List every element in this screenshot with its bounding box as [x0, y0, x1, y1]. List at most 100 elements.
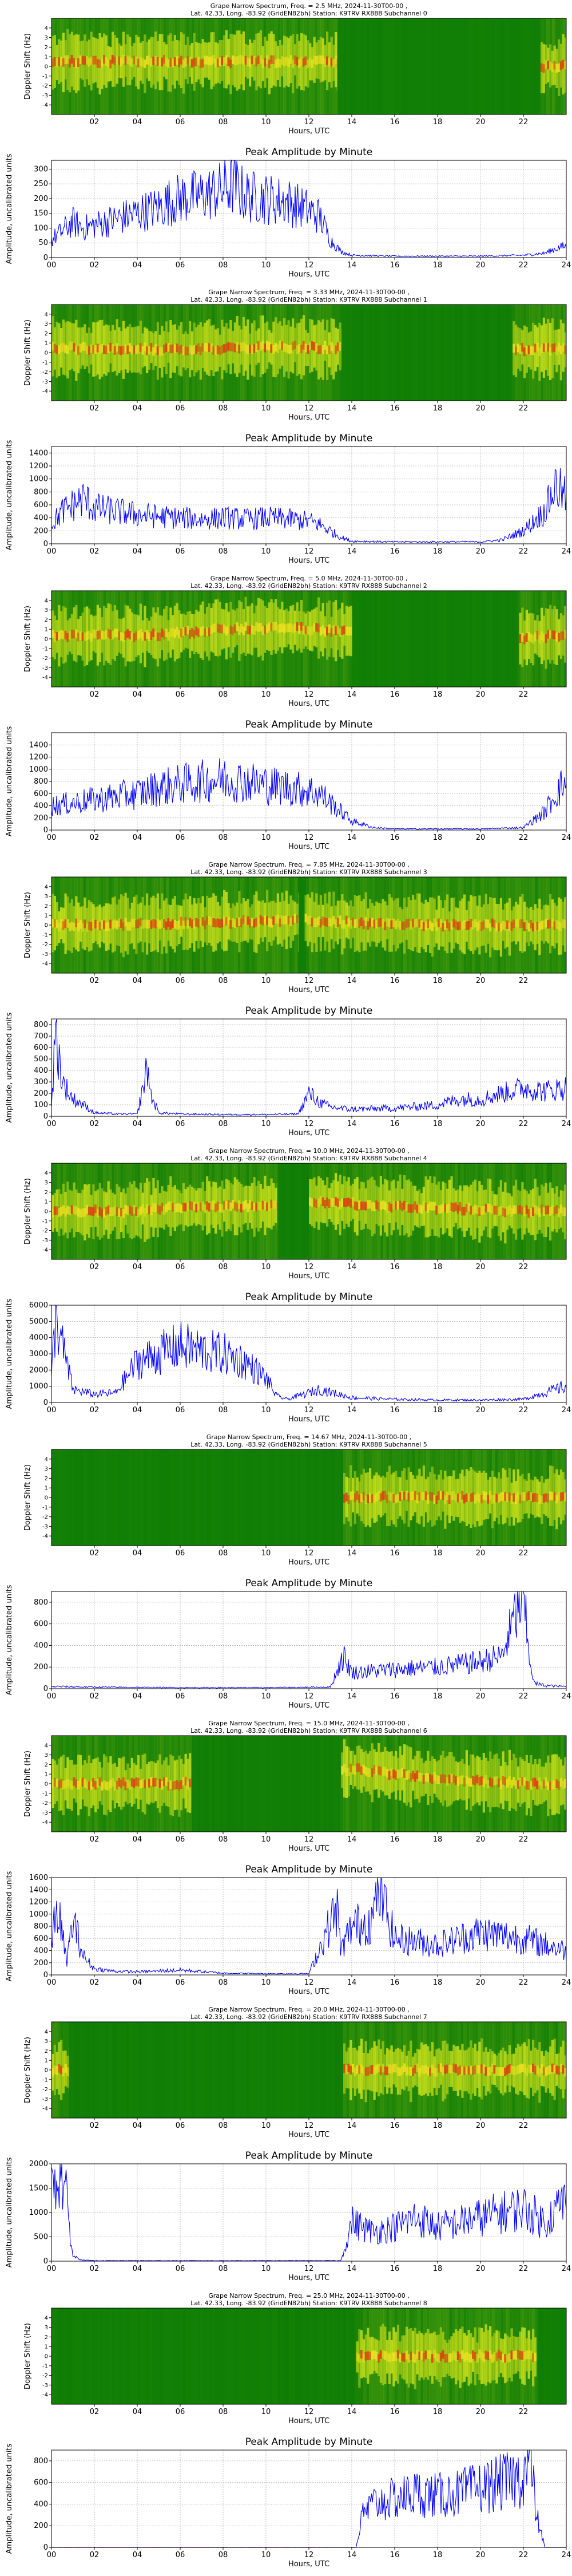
amplitude-xtick-label: 20: [476, 1120, 486, 1128]
amplitude-ytick-label: 200: [34, 1959, 48, 1967]
amplitude-title: Peak Amplitude by Minute: [245, 719, 373, 730]
amplitude-xtick-label: 24: [562, 1978, 571, 1987]
spectrogram-plot: [51, 1735, 567, 1832]
spectrogram-ytick-label: 2: [45, 617, 48, 623]
amplitude-xtick-label: 00: [47, 1406, 57, 1415]
amplitude-xtick-label: 18: [433, 2551, 443, 2559]
amplitude-xtick-label: 12: [304, 1692, 314, 1701]
amplitude-xtick-label: 16: [390, 1120, 400, 1128]
spectrogram-ytick-label: -4: [42, 389, 48, 395]
amplitude-ytick-label: 250: [34, 180, 48, 188]
spectrogram-title-line2: Lat. 42.33, Long. -83.92 (GridEN82bh) St…: [190, 1727, 427, 1735]
amplitude-xtick-label: 18: [433, 833, 443, 842]
amplitude-ytick-label: 150: [34, 210, 48, 218]
amplitude-plot: [51, 1018, 567, 1117]
spectrogram-ytick-label: 4: [45, 25, 48, 31]
spectrogram-ytick-label: -2: [42, 1800, 48, 1807]
spectrogram-plot: [51, 304, 567, 401]
spectrogram-xtick-label: 02: [90, 690, 100, 699]
amplitude-xtick-label: 08: [219, 1692, 228, 1701]
amplitude-title: Peak Amplitude by Minute: [245, 1005, 373, 1017]
spectrogram-title-line1: Grape Narrow Spectrum, Freq. = 7.85 MHz,…: [208, 861, 410, 868]
spectrogram-xtick-label: 02: [90, 2408, 100, 2416]
amplitude-xtick-label: 22: [519, 1978, 529, 1987]
spectrogram-ytick-label: -2: [42, 655, 48, 662]
spectrogram-plot: [51, 2021, 567, 2119]
amplitude-ytick-label: 400: [34, 1641, 48, 1650]
amplitude-xtick-label: 14: [347, 1406, 357, 1415]
amplitude-ylabel: Amplitude, uncalibrated units: [5, 153, 14, 264]
spectrogram-ytick-label: -4: [42, 2106, 48, 2112]
amplitude-xtick-label: 10: [261, 1978, 271, 1987]
amplitude-xtick-label: 02: [90, 1406, 100, 1415]
amplitude-title: Peak Amplitude by Minute: [245, 1291, 373, 1303]
amplitude-xtick-label: 00: [47, 261, 57, 270]
amplitude-xtick-label: 20: [476, 833, 486, 842]
amplitude-xtick-label: 08: [219, 1406, 228, 1415]
amplitude-xtick-label: 10: [261, 833, 271, 842]
amplitude-xtick-label: 00: [47, 1978, 57, 1987]
amplitude-xtick-label: 06: [176, 261, 185, 270]
amplitude-xtick-label: 00: [47, 2265, 57, 2273]
spectrogram-ytick-label: 2: [45, 331, 48, 337]
amplitude-xtick-label: 18: [433, 1120, 443, 1128]
spectrogram-xtick-label: 04: [133, 118, 142, 127]
subchannel-2: Grape Narrow Spectrum, Freq. = 5.0 MHz, …: [5, 575, 571, 851]
spectrogram-ylabel: Doppler Shift (Hz): [23, 2037, 32, 2103]
amplitude-xtick-label: 08: [219, 547, 228, 556]
amplitude-ytick-label: 1000: [29, 2208, 48, 2217]
spectrogram-ytick-label: 4: [45, 2029, 48, 2035]
spectrogram-title-line2: Lat. 42.33, Long. -83.92 (GridEN82bh) St…: [190, 1441, 427, 1448]
spectrogram-ytick-label: -1: [42, 1791, 48, 1797]
amplitude-xtick-label: 12: [304, 833, 314, 842]
amplitude-ytick-label: 500: [34, 1055, 48, 1064]
spectrogram-xtick-label: 02: [90, 1835, 100, 1844]
amplitude-xtick-label: 06: [176, 1120, 185, 1128]
amplitude-xtick-label: 16: [390, 2265, 400, 2273]
spectrogram-xtick-label: 04: [133, 1549, 142, 1558]
amplitude-xtick-label: 04: [133, 1978, 142, 1987]
amplitude-xlabel: Hours, UTC: [288, 843, 329, 851]
spectrogram-xlabel: Hours, UTC: [288, 2131, 329, 2139]
amplitude-ytick-label: 1000: [29, 1910, 48, 1919]
amplitude-xtick-label: 04: [133, 1120, 142, 1128]
amplitude-ylabel: Amplitude, uncalibrated units: [5, 1585, 14, 1695]
spectrogram-title-line2: Lat. 42.33, Long. -83.92 (GridEN82bh) St…: [190, 10, 427, 17]
amplitude-xtick-label: 04: [133, 1406, 142, 1415]
amplitude-xtick-label: 22: [519, 833, 529, 842]
amplitude-xtick-label: 24: [562, 833, 571, 842]
spectrogram-xtick-label: 14: [347, 2121, 357, 2130]
spectrogram-ytick-label: -1: [42, 2077, 48, 2083]
spectrogram-ytick-label: -2: [42, 369, 48, 376]
amplitude-ylabel: Amplitude, uncalibrated units: [5, 1012, 14, 1123]
spectrogram-xtick-label: 12: [304, 2408, 314, 2416]
amplitude-ytick-label: 800: [34, 1922, 48, 1931]
spectrogram-xtick-label: 04: [133, 2408, 142, 2416]
spectrogram-xlabel: Hours, UTC: [288, 1844, 329, 1853]
amplitude-ytick-label: 800: [34, 2457, 48, 2466]
spectrogram-plot: [51, 18, 567, 115]
spectrogram-ytick-label: 1: [45, 627, 48, 633]
amplitude-xtick-label: 20: [476, 1406, 486, 1415]
spectrogram-xtick-label: 08: [219, 1835, 228, 1844]
amplitude-ytick-label: 400: [34, 514, 48, 523]
amplitude-xtick-label: 18: [433, 1978, 443, 1987]
amplitude-xtick-label: 24: [562, 2265, 571, 2273]
amplitude-xtick-label: 16: [390, 261, 400, 270]
amplitude-xtick-label: 14: [347, 2551, 357, 2559]
amplitude-ytick-label: 200: [34, 1663, 48, 1672]
amplitude-ytick-label: 1200: [29, 462, 48, 471]
amplitude-xtick-label: 14: [347, 547, 357, 556]
amplitude-xtick-label: 10: [261, 2265, 271, 2273]
amplitude-ytick-label: 50: [38, 239, 48, 247]
amplitude-series-line: [51, 159, 567, 258]
subchannel-7: Grape Narrow Spectrum, Freq. = 20.0 MHz,…: [5, 2006, 571, 2282]
spectrogram-xtick-label: 20: [476, 1263, 486, 1271]
spectrogram-ytick-label: 2: [45, 903, 48, 910]
spectrogram-ytick-label: 4: [45, 311, 48, 318]
spectrogram-xtick-label: 06: [176, 404, 185, 413]
spectrogram-signal: [356, 2324, 537, 2389]
spectrogram-ytick-label: 0: [45, 350, 48, 357]
amplitude-ytick-label: 600: [34, 789, 48, 798]
spectrogram-xtick-label: 18: [433, 690, 443, 699]
